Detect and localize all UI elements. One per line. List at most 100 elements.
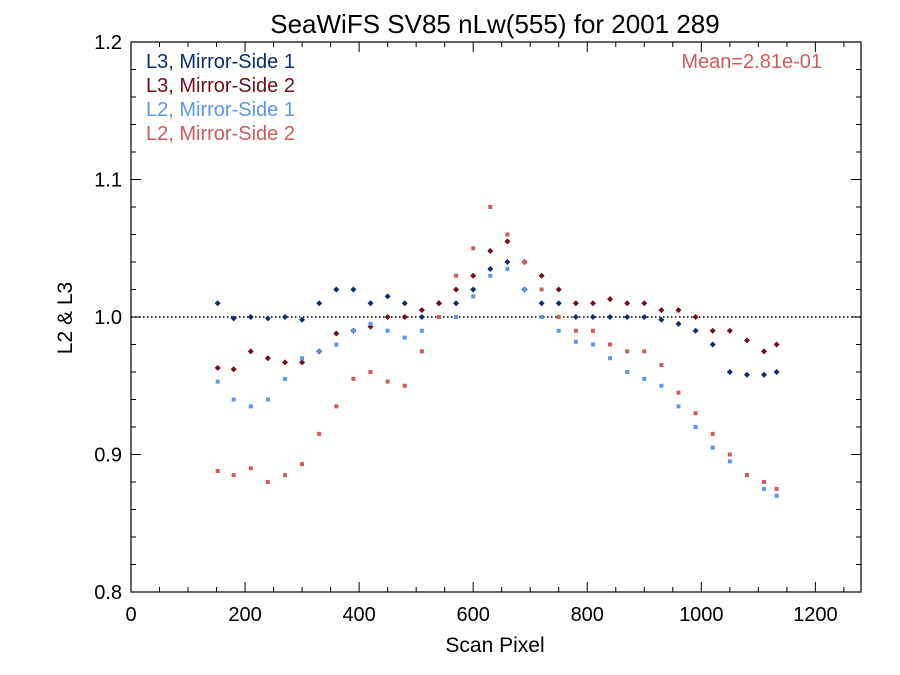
data-point [504, 238, 511, 245]
data-point [333, 330, 340, 337]
data-point [264, 355, 271, 362]
data-point [774, 486, 779, 491]
plot-area: 0 200 400 600 800 1000 1200 0.8 0.9 1.0 1.1 1.2 [94, 32, 862, 626]
data-point [334, 342, 339, 347]
data-point [368, 370, 373, 374]
data-point [300, 356, 305, 361]
data-point [418, 307, 425, 314]
data-point [727, 459, 732, 464]
data-point [693, 411, 698, 416]
x-tick-label: 1000 [679, 604, 724, 626]
data-point [300, 462, 305, 467]
data-point [247, 314, 254, 320]
data-point [693, 425, 698, 429]
data-point [539, 287, 544, 292]
data-point [743, 371, 750, 378]
x-tick-label: 0 [125, 604, 136, 626]
data-point [402, 335, 407, 340]
data-point [317, 431, 322, 436]
data-point [761, 348, 768, 355]
data-point [453, 286, 460, 293]
data-point [589, 314, 596, 320]
data-point [676, 404, 681, 409]
data-point [744, 473, 749, 478]
x-tick-label: 200 [228, 604, 261, 626]
data-point [642, 376, 647, 381]
data-point [248, 404, 253, 409]
data-point [488, 205, 493, 209]
data-point [607, 314, 614, 320]
data-point [401, 300, 408, 307]
legend: L3, Mirror-Side 1L3, Mirror-Side 2L2, Mi… [146, 51, 295, 145]
data-point [624, 314, 631, 320]
data-point [589, 300, 596, 307]
data-point [231, 473, 236, 478]
legend-entry: L2, Mirror-Side 1 [146, 99, 295, 121]
data-point [282, 473, 287, 478]
data-point [709, 327, 716, 334]
data-point [402, 383, 407, 388]
data-point [248, 466, 253, 471]
data-point [709, 341, 716, 348]
data-point [214, 300, 221, 307]
data-point [675, 307, 682, 314]
data-point [625, 349, 630, 354]
data-point [470, 286, 477, 293]
data-point [761, 371, 768, 378]
y-tick-label: 1.2 [94, 32, 122, 54]
chart-title: SeaWiFS SV85 nLw(555) for 2001 289 [270, 9, 719, 39]
data-point [608, 342, 613, 347]
data-point [727, 452, 732, 457]
data-point [555, 300, 562, 307]
data-point [471, 246, 476, 251]
data-point [230, 366, 237, 373]
legend-entry: L2, Mirror-Side 2 [146, 123, 295, 145]
data-point [692, 314, 699, 320]
data-point [743, 337, 750, 344]
data-point [641, 314, 648, 320]
data-point [384, 293, 391, 300]
data-point [624, 300, 631, 307]
data-point [281, 314, 288, 320]
data-point [676, 390, 681, 395]
data-point [572, 300, 579, 307]
data-point [454, 315, 459, 319]
data-point [333, 286, 340, 293]
data-point [385, 379, 390, 384]
data-point [265, 480, 270, 484]
data-point [555, 286, 562, 293]
data-point [726, 327, 733, 334]
data-point [317, 349, 322, 354]
data-point [299, 316, 306, 323]
data-point [590, 342, 595, 347]
data-point [471, 294, 476, 299]
data-point [573, 339, 578, 344]
data-point [385, 328, 390, 333]
data-point [659, 383, 664, 388]
series-3 [215, 266, 779, 498]
data-point [384, 314, 391, 320]
data-point [488, 273, 493, 278]
data-point [538, 300, 545, 307]
data-point [265, 397, 270, 402]
data-point [316, 300, 323, 307]
data-point [658, 316, 665, 323]
data-point [368, 321, 373, 326]
x-tick-label: 800 [571, 604, 604, 626]
data-point [710, 445, 715, 450]
data-point [419, 328, 424, 333]
data-point [418, 314, 425, 320]
data-point [299, 359, 306, 366]
y-tick-label: 0.9 [94, 445, 122, 467]
data-point [231, 397, 236, 402]
data-point [230, 315, 237, 322]
data-point [215, 469, 220, 473]
data-point [538, 272, 545, 279]
data-point [641, 300, 648, 307]
y-tick-label: 0.8 [94, 582, 122, 604]
data-point [762, 486, 767, 491]
data-point [590, 328, 595, 333]
data-point [522, 260, 527, 264]
